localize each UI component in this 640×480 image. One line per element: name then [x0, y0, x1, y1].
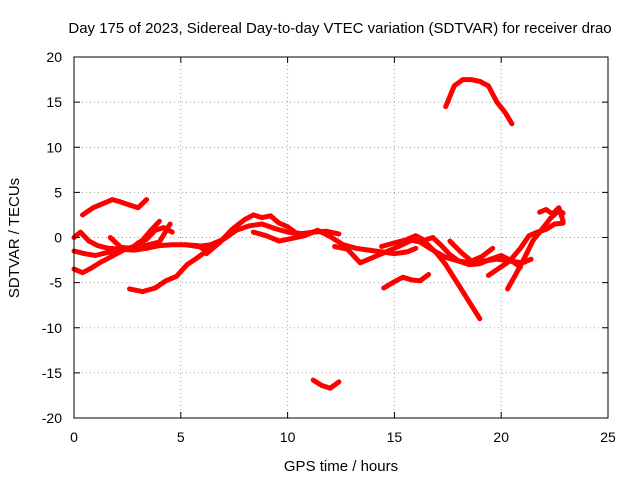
series-arc-10	[310, 377, 342, 391]
y-tick-label: -5	[50, 275, 63, 291]
y-tick-label: -10	[42, 320, 62, 336]
x-tick-label: 0	[70, 429, 78, 445]
y-tick-label: 5	[54, 184, 62, 200]
series-arc-9	[250, 227, 419, 257]
x-tick-label: 5	[177, 429, 185, 445]
x-tick-label: 20	[493, 429, 509, 445]
x-tick-label: 25	[600, 429, 616, 445]
y-tick-label: 0	[54, 230, 62, 246]
series-arc-1	[80, 197, 150, 218]
series-arc-3	[71, 218, 162, 276]
y-tick-label: 20	[46, 49, 62, 65]
series-arc-6	[127, 242, 218, 295]
series-arc-12	[379, 233, 523, 270]
series-arc-13	[381, 272, 432, 291]
series-arc-19	[537, 205, 566, 224]
axis-ticks	[73, 56, 609, 419]
y-tick-label: 15	[46, 94, 62, 110]
x-tick-labels: 0 5 10 15 20 25	[70, 429, 616, 445]
y-tick-labels: -20 -15 -10 -5 0 5 10 15 20	[42, 49, 62, 426]
y-axis-label: SDTVAR / TECUs	[6, 178, 23, 298]
series-arc-15	[443, 77, 515, 127]
data-series	[71, 77, 566, 391]
series-arc-5	[107, 225, 175, 251]
series-arc-14	[421, 238, 483, 322]
chart-title: Day 175 of 2023, Sidereal Day-to-day VTE…	[68, 20, 611, 37]
x-axis-label: GPS time / hours	[284, 458, 398, 475]
y-tick-label: -20	[42, 410, 62, 426]
y-tick-label: -15	[42, 365, 62, 381]
series-arc-17	[485, 220, 566, 278]
x-tick-label: 15	[387, 429, 403, 445]
series-arc-16	[447, 238, 496, 264]
y-tick-label: 10	[46, 139, 62, 155]
x-tick-label: 10	[280, 429, 296, 445]
series-arc-8	[203, 212, 308, 257]
